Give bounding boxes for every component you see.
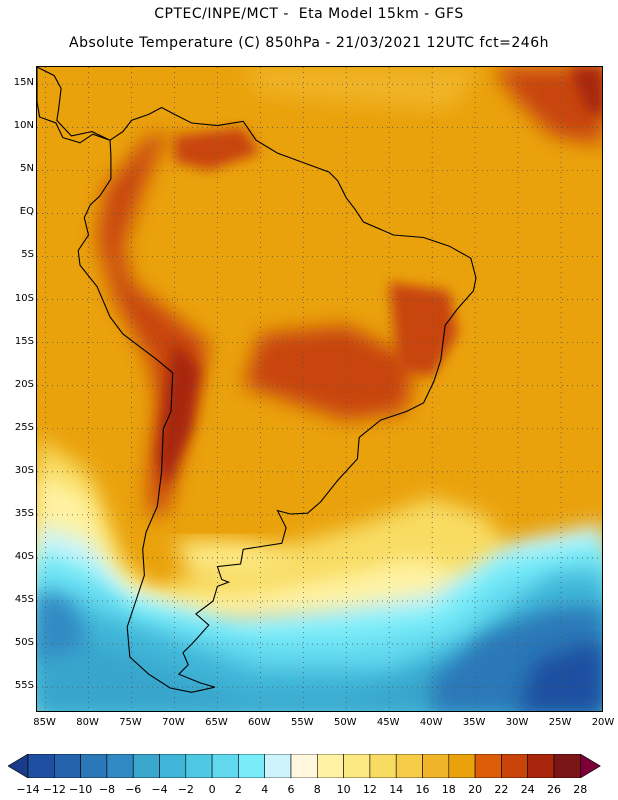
- color-scale-label: 4: [261, 783, 269, 796]
- color-scale-label: 2: [234, 783, 242, 796]
- color-scale-label: −6: [125, 783, 142, 796]
- latitude-label: 35S: [14, 507, 34, 519]
- color-scale-swatch: [474, 754, 502, 778]
- field-region-10: [174, 540, 304, 576]
- color-scale-label: 26: [547, 783, 561, 796]
- color-scale-swatch: [422, 754, 450, 778]
- color-scale-swatch: [395, 754, 423, 778]
- latitude-label: 15N: [13, 77, 34, 89]
- longitude-label: 85W: [33, 717, 56, 728]
- color-scale-label: 8: [313, 783, 321, 796]
- field-region-5: [389, 282, 458, 378]
- color-scale-label: 6: [287, 783, 295, 796]
- color-scale-bar: [8, 754, 601, 778]
- longitude-label: 65W: [205, 717, 228, 728]
- longitude-label: 45W: [376, 717, 400, 728]
- color-scale-swatch: [132, 754, 160, 778]
- color-scale-swatch: [448, 754, 476, 778]
- field-region-4: [243, 325, 415, 421]
- latitude-label: EQ: [19, 206, 34, 218]
- field-region-0: [492, 67, 602, 145]
- latitude-label: 50S: [14, 637, 34, 649]
- field-region-17: [518, 644, 602, 711]
- color-scale-swatch: [579, 754, 601, 778]
- latitude-label: 5S: [21, 249, 34, 261]
- latitude-label: 10S: [14, 292, 34, 304]
- color-scale-swatch: [501, 754, 528, 778]
- color-scale-swatch: [27, 754, 55, 778]
- field-region-9: [37, 471, 467, 619]
- longitude-label: 80W: [76, 717, 99, 728]
- field-region-6: [174, 127, 261, 171]
- color-scale-label: −14: [16, 783, 40, 796]
- field-region-18: [37, 592, 89, 662]
- longitude-label: 30W: [505, 717, 529, 728]
- color-scale-label: −4: [151, 783, 168, 796]
- color-scale-label: 14: [389, 783, 404, 796]
- coastlines: [37, 67, 477, 693]
- longitude-label: 35W: [462, 717, 486, 728]
- latitude-label: 40S: [14, 550, 34, 562]
- central-america-coastline: [37, 67, 111, 144]
- color-scale-swatch: [264, 754, 292, 778]
- color-scale-swatch: [316, 754, 344, 778]
- color-scale-swatch: [80, 754, 108, 778]
- color-scale-label: −12: [42, 783, 66, 796]
- color-scale-swatch: [343, 754, 371, 778]
- color-scale-label: 18: [441, 783, 456, 796]
- temperature-map: [37, 67, 602, 711]
- longitude-label: 70W: [162, 717, 185, 728]
- color-scale-swatch: [185, 754, 213, 778]
- color-scale-swatch: [527, 754, 555, 778]
- field-region-7: [157, 342, 201, 490]
- color-scale-label: 22: [494, 783, 509, 796]
- longitude-label: 60W: [248, 717, 271, 728]
- latitude-label: 30S: [14, 464, 34, 476]
- color-scale-label: 0: [208, 783, 216, 796]
- map-title-line-1: CPTEC/INPE/MCT - Eta Model 15km - GFS: [154, 6, 464, 22]
- longitude-label: 75W: [119, 717, 142, 728]
- latitude-label: 15S: [14, 335, 34, 347]
- latitude-label: 10N: [13, 120, 34, 132]
- longitude-label: 50W: [333, 717, 357, 728]
- latitude-label: 55S: [14, 680, 34, 692]
- color-scale-label: 10: [336, 783, 351, 796]
- color-scale-swatch: [106, 754, 134, 778]
- color-scale-swatch: [290, 754, 318, 778]
- color-scale-label: 24: [520, 783, 535, 796]
- color-scale-label: 20: [468, 783, 483, 796]
- color-scale-swatch: [53, 754, 81, 778]
- color-scale-label: −8: [98, 783, 115, 796]
- latitude-label: 45S: [14, 594, 34, 606]
- color-scale-label: −10: [68, 783, 93, 796]
- color-scale-label: −2: [177, 783, 194, 796]
- field-region-1: [569, 67, 602, 118]
- color-scale-label: 28: [573, 783, 588, 796]
- temperature-field: [37, 67, 602, 711]
- color-scale-swatch: [211, 754, 239, 778]
- color-scale-swatch: [8, 754, 29, 778]
- map-title-line-2: Absolute Temperature (C) 850hPa - 21/03/…: [69, 35, 549, 51]
- color-scale-label: 16: [415, 783, 430, 796]
- latitude-label: 25S: [14, 421, 34, 433]
- latitude-label: 20S: [14, 378, 34, 390]
- longitude-label: 55W: [291, 717, 314, 728]
- color-scale-swatch: [238, 754, 265, 778]
- longitude-label: 20W: [591, 717, 615, 728]
- color-scale-label: 12: [362, 783, 377, 796]
- longitude-label: 40W: [419, 717, 443, 728]
- color-scale-swatch: [553, 754, 581, 778]
- south-america-coastline: [77, 106, 477, 693]
- map-panel: [36, 66, 603, 712]
- color-scale-swatch: [159, 754, 187, 778]
- longitude-label: 25W: [548, 717, 572, 728]
- color-scale-swatch: [369, 754, 397, 778]
- latitude-label: 5N: [20, 163, 34, 175]
